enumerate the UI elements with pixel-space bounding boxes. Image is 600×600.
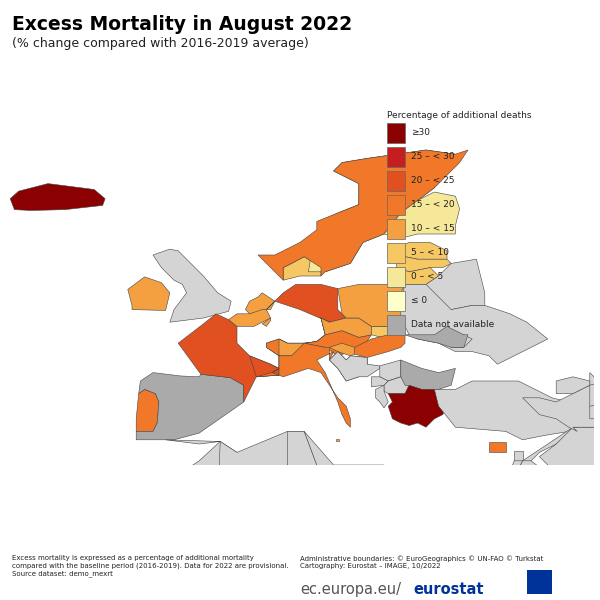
Polygon shape xyxy=(178,314,279,402)
Polygon shape xyxy=(136,389,159,431)
Text: Administrative boundaries: © EuroGeographics © UN-FAO © Turkstat: Administrative boundaries: © EuroGeograp… xyxy=(300,555,544,562)
Polygon shape xyxy=(518,461,548,499)
Text: compared with the baseline period (2016-2019). Data for 2022 are provisional.: compared with the baseline period (2016-… xyxy=(12,563,289,569)
Polygon shape xyxy=(430,478,527,557)
Text: 25 – < 30: 25 – < 30 xyxy=(411,152,455,161)
Polygon shape xyxy=(434,381,586,440)
Polygon shape xyxy=(523,427,577,465)
Polygon shape xyxy=(336,439,338,442)
Polygon shape xyxy=(287,431,317,486)
Polygon shape xyxy=(523,373,600,541)
Polygon shape xyxy=(514,451,523,461)
Polygon shape xyxy=(128,277,170,310)
Polygon shape xyxy=(229,310,271,326)
Polygon shape xyxy=(401,360,455,389)
Polygon shape xyxy=(308,150,455,272)
Polygon shape xyxy=(371,326,405,339)
Text: 15 – < 20: 15 – < 20 xyxy=(411,200,455,209)
Polygon shape xyxy=(73,440,237,566)
Polygon shape xyxy=(401,259,485,310)
Polygon shape xyxy=(539,427,600,486)
Polygon shape xyxy=(304,431,430,574)
Polygon shape xyxy=(245,293,275,314)
Polygon shape xyxy=(489,442,506,452)
Polygon shape xyxy=(258,150,468,280)
Text: Cartography: Eurostat – IMAGE, 10/2022: Cartography: Eurostat – IMAGE, 10/2022 xyxy=(300,563,440,569)
Text: ≤ 0: ≤ 0 xyxy=(411,296,427,305)
Polygon shape xyxy=(355,335,405,358)
Polygon shape xyxy=(216,431,304,557)
Polygon shape xyxy=(392,268,439,289)
Polygon shape xyxy=(388,385,451,427)
Text: Excess Mortality in August 2022: Excess Mortality in August 2022 xyxy=(12,15,352,34)
Polygon shape xyxy=(590,402,600,419)
Polygon shape xyxy=(329,352,380,381)
Text: 20 – < 25: 20 – < 25 xyxy=(411,176,455,185)
Polygon shape xyxy=(376,385,388,408)
Polygon shape xyxy=(283,257,321,280)
Text: eurostat: eurostat xyxy=(413,582,484,597)
Polygon shape xyxy=(384,377,409,394)
Polygon shape xyxy=(384,192,460,238)
Polygon shape xyxy=(256,339,350,427)
Polygon shape xyxy=(10,184,105,211)
Polygon shape xyxy=(136,373,244,440)
Polygon shape xyxy=(590,381,600,419)
Text: ≥30: ≥30 xyxy=(411,128,430,137)
Text: Excess mortality is expressed as a percentage of additional mortality: Excess mortality is expressed as a perce… xyxy=(12,555,254,561)
Polygon shape xyxy=(388,377,401,383)
Polygon shape xyxy=(338,284,422,326)
Text: 10 – < 15: 10 – < 15 xyxy=(411,224,455,233)
Polygon shape xyxy=(397,257,451,272)
Polygon shape xyxy=(329,343,355,356)
Polygon shape xyxy=(371,377,388,387)
Polygon shape xyxy=(380,360,401,381)
Polygon shape xyxy=(266,339,304,356)
Polygon shape xyxy=(451,335,472,347)
Polygon shape xyxy=(518,494,600,600)
Text: 0 – < 5: 0 – < 5 xyxy=(411,272,443,281)
Text: Percentage of additional deaths: Percentage of additional deaths xyxy=(387,111,532,120)
Polygon shape xyxy=(405,326,468,347)
Polygon shape xyxy=(506,461,523,482)
Text: Source dataset: demo_mexrt: Source dataset: demo_mexrt xyxy=(12,571,113,577)
Polygon shape xyxy=(304,331,371,356)
Polygon shape xyxy=(153,249,231,322)
Text: Data not available: Data not available xyxy=(411,320,494,329)
Text: ec.europa.eu/: ec.europa.eu/ xyxy=(300,582,401,597)
Polygon shape xyxy=(262,318,271,326)
Polygon shape xyxy=(250,284,346,377)
Text: ★: ★ xyxy=(536,577,543,587)
Text: 5 – < 10: 5 – < 10 xyxy=(411,248,449,257)
Text: (% change compared with 2016-2019 average): (% change compared with 2016-2019 averag… xyxy=(12,37,309,50)
Polygon shape xyxy=(397,242,447,259)
Polygon shape xyxy=(329,352,367,381)
Polygon shape xyxy=(401,284,548,364)
Polygon shape xyxy=(321,318,371,337)
Polygon shape xyxy=(556,377,590,394)
